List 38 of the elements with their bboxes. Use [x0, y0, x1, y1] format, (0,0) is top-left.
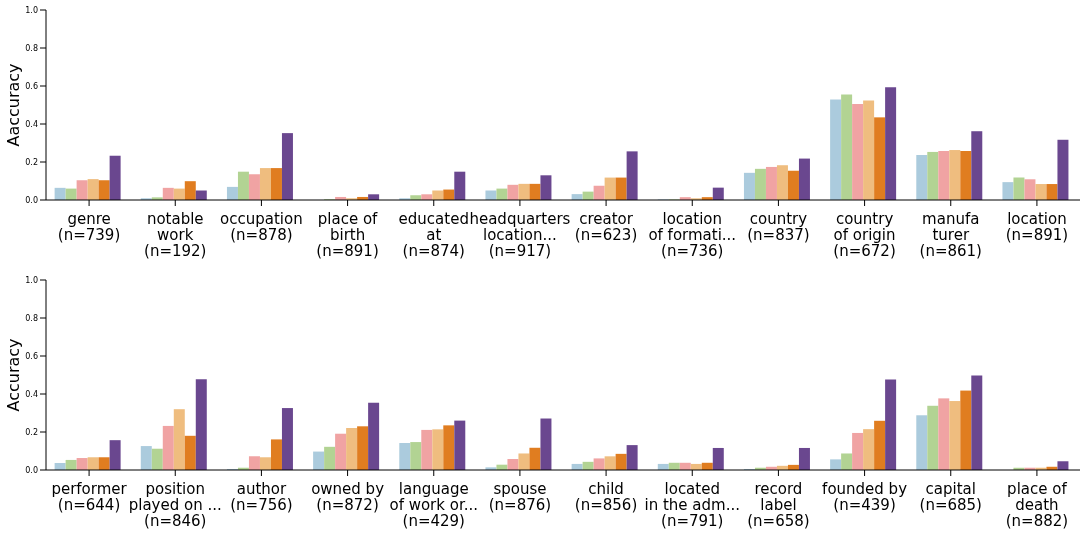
y-tick-label: 0.8	[25, 313, 38, 323]
x-tick-label: author (n=756)	[230, 480, 293, 514]
x-tick-label: place of death (n=882)	[1005, 480, 1069, 530]
y-tick-label: 0.0	[25, 465, 38, 475]
x-tick-label: location of formati... (n=736)	[648, 210, 737, 260]
x-tick-label: child (n=856)	[574, 480, 638, 514]
x-tick-label: genre (n=739)	[57, 210, 121, 244]
y-tick-label: 0.2	[25, 427, 38, 437]
y-axis-title: Accuracy	[3, 338, 23, 412]
x-tick-label: manufa turer (n=861)	[919, 210, 982, 260]
y-tick-label: 0.4	[25, 119, 38, 129]
y-tick-label: 0.6	[25, 81, 38, 91]
x-tick-label: position played on ... (n=846)	[128, 480, 222, 530]
y-tick-label: 0.6	[25, 351, 38, 361]
x-tick-label: headquarters location... (n=917)	[469, 210, 571, 260]
x-tick-label: creator (n=623)	[574, 210, 638, 244]
x-tick-label: performer (n=644)	[51, 480, 128, 514]
y-tick-label: 0.8	[25, 43, 38, 53]
y-tick-label: 0.0	[25, 195, 38, 205]
x-tick-label: owned by (n=872)	[311, 480, 385, 514]
x-tick-label: country of origin (n=672)	[833, 210, 896, 260]
x-tick-label: capital (n=685)	[919, 480, 982, 514]
y-tick-label: 0.2	[25, 157, 38, 167]
x-tick-label: educated at (n=874)	[398, 210, 469, 260]
x-tick-label: occupation (n=878)	[220, 210, 303, 244]
x-tick-label: founded by (n=439)	[822, 480, 908, 514]
y-axis-title: Aaccuracy	[3, 63, 23, 147]
x-tick-label: language of work or... (n=429)	[389, 480, 479, 530]
y-tick-label: 1.0	[25, 275, 38, 285]
x-tick-label: notable work (n=192)	[144, 210, 207, 260]
x-tick-label: location (n=891)	[1005, 210, 1069, 244]
y-tick-label: 0.4	[25, 389, 38, 399]
x-tick-label: located in the adm... (n=791)	[644, 480, 740, 530]
x-tick-label: spouse (n=876)	[488, 480, 552, 514]
x-tick-label: country (n=837)	[747, 210, 810, 244]
x-tick-label: place of birth (n=891)	[316, 210, 379, 260]
y-tick-label: 1.0	[25, 5, 38, 15]
x-tick-label: record label (n=658)	[747, 480, 810, 530]
